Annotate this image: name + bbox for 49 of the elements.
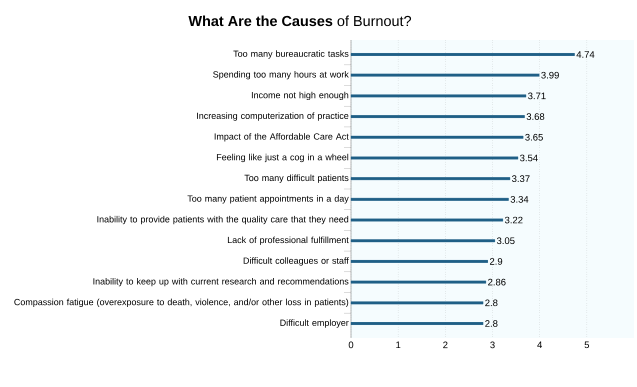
x-tick-label: 4 bbox=[537, 342, 542, 348]
x-tick-label: 3 bbox=[490, 342, 495, 348]
bar bbox=[350, 198, 509, 201]
data-label: 3.65 bbox=[525, 134, 543, 141]
y-tick-label: Impact of the Affordable Care Act bbox=[214, 133, 349, 142]
y-tick-label: Too many patient appointments in a day bbox=[188, 195, 349, 204]
data-label: 3.22 bbox=[504, 216, 523, 224]
y-tick-label: Inability to provide patients with the quality care that they need bbox=[97, 216, 348, 224]
y-tick-label: Increasing computerization of practice bbox=[197, 112, 348, 121]
y-tick-label: Difficult colleagues or staff bbox=[244, 257, 349, 266]
y-tick-label: Difficult employer bbox=[280, 319, 349, 328]
data-label: 3.05 bbox=[496, 237, 515, 244]
data-label: 2.9 bbox=[490, 258, 502, 265]
x-tick-label: 2 bbox=[443, 342, 448, 348]
x-tick-label: 5 bbox=[584, 342, 590, 348]
bar bbox=[350, 115, 525, 118]
y-tick-label: Too many bureaucratic tasks bbox=[233, 50, 348, 59]
y-tick-label: Spending too many hours at work bbox=[213, 71, 349, 80]
bar bbox=[350, 218, 504, 222]
data-label: 2.86 bbox=[488, 278, 506, 286]
bar bbox=[350, 94, 526, 98]
data-label: 3.37 bbox=[512, 175, 530, 182]
data-label: 2.8 bbox=[485, 320, 498, 327]
bar bbox=[350, 74, 540, 77]
y-tick-label: Feeling like just a cog in a wheel bbox=[216, 154, 348, 162]
data-label: 3.71 bbox=[528, 92, 546, 100]
bar bbox=[350, 322, 484, 325]
y-tick-label: Too many difficult patients bbox=[244, 174, 348, 183]
x-tick-label: 1 bbox=[396, 342, 400, 348]
data-label: 3.54 bbox=[520, 154, 538, 162]
bar bbox=[350, 156, 518, 160]
data-label: 3.99 bbox=[541, 72, 559, 79]
bar bbox=[350, 280, 486, 284]
bar bbox=[350, 53, 575, 56]
data-label: 3.34 bbox=[510, 196, 528, 203]
data-label: 2.8 bbox=[485, 299, 498, 306]
bar bbox=[350, 239, 496, 242]
bar bbox=[350, 301, 484, 304]
y-tick-label: Lack of professional fulfillment bbox=[228, 236, 349, 245]
bar bbox=[350, 136, 524, 139]
data-label: 3.68 bbox=[526, 113, 544, 120]
chart-title: What Are the Causes of Burnout? bbox=[188, 16, 412, 26]
x-tick-label: 0 bbox=[348, 342, 354, 348]
bar bbox=[350, 260, 488, 263]
bar bbox=[350, 177, 510, 180]
y-tick-label: Compassion fatigue (overexposure to death, violence, and/or other loss in patients) bbox=[14, 298, 348, 307]
y-tick-label: Inability to keep up with current research and recommendations bbox=[93, 278, 348, 286]
y-tick-label: Income not high enough bbox=[252, 92, 348, 100]
data-label: 4.74 bbox=[576, 51, 594, 58]
